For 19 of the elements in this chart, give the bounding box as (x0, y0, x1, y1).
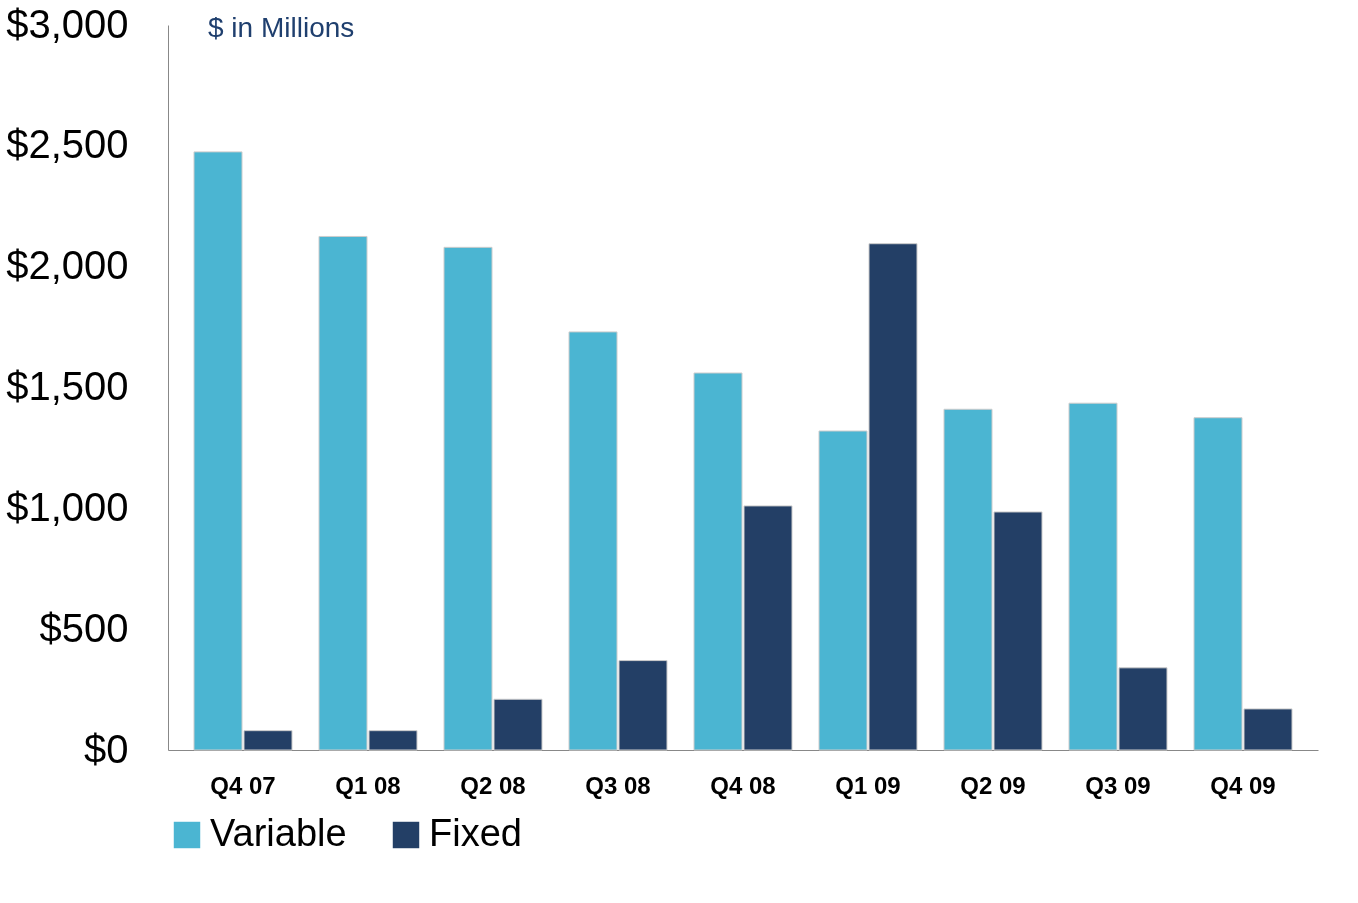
y-tick-label: $1,500 (6, 364, 129, 408)
y-tick-label: $2,000 (6, 243, 129, 288)
x-tick-label: Q4 09 (1210, 771, 1276, 799)
legend-label: Variable (210, 812, 347, 854)
x-tick-label: Q2 08 (460, 771, 526, 799)
x-tick-label: Q4 07 (210, 771, 276, 799)
x-tick-label: Q3 09 (1085, 771, 1151, 799)
y-tick-label: $0 (84, 726, 129, 771)
x-tick-label: Q3 08 (585, 771, 651, 799)
legend-label: Fixed (429, 812, 522, 854)
x-tick-label: Q2 09 (960, 771, 1026, 799)
y-tick-label: $1,000 (6, 484, 129, 529)
annotation: $ in Millions (208, 12, 355, 43)
x-tick-label: Q1 08 (335, 771, 401, 799)
y-tick-label: $2,500 (6, 122, 129, 167)
x-tick-label: Q4 08 (710, 771, 776, 799)
y-tick-label: $500 (39, 605, 129, 650)
y-tick-label: $3,000 (6, 1, 129, 46)
x-tick-label: Q1 09 (835, 771, 901, 799)
